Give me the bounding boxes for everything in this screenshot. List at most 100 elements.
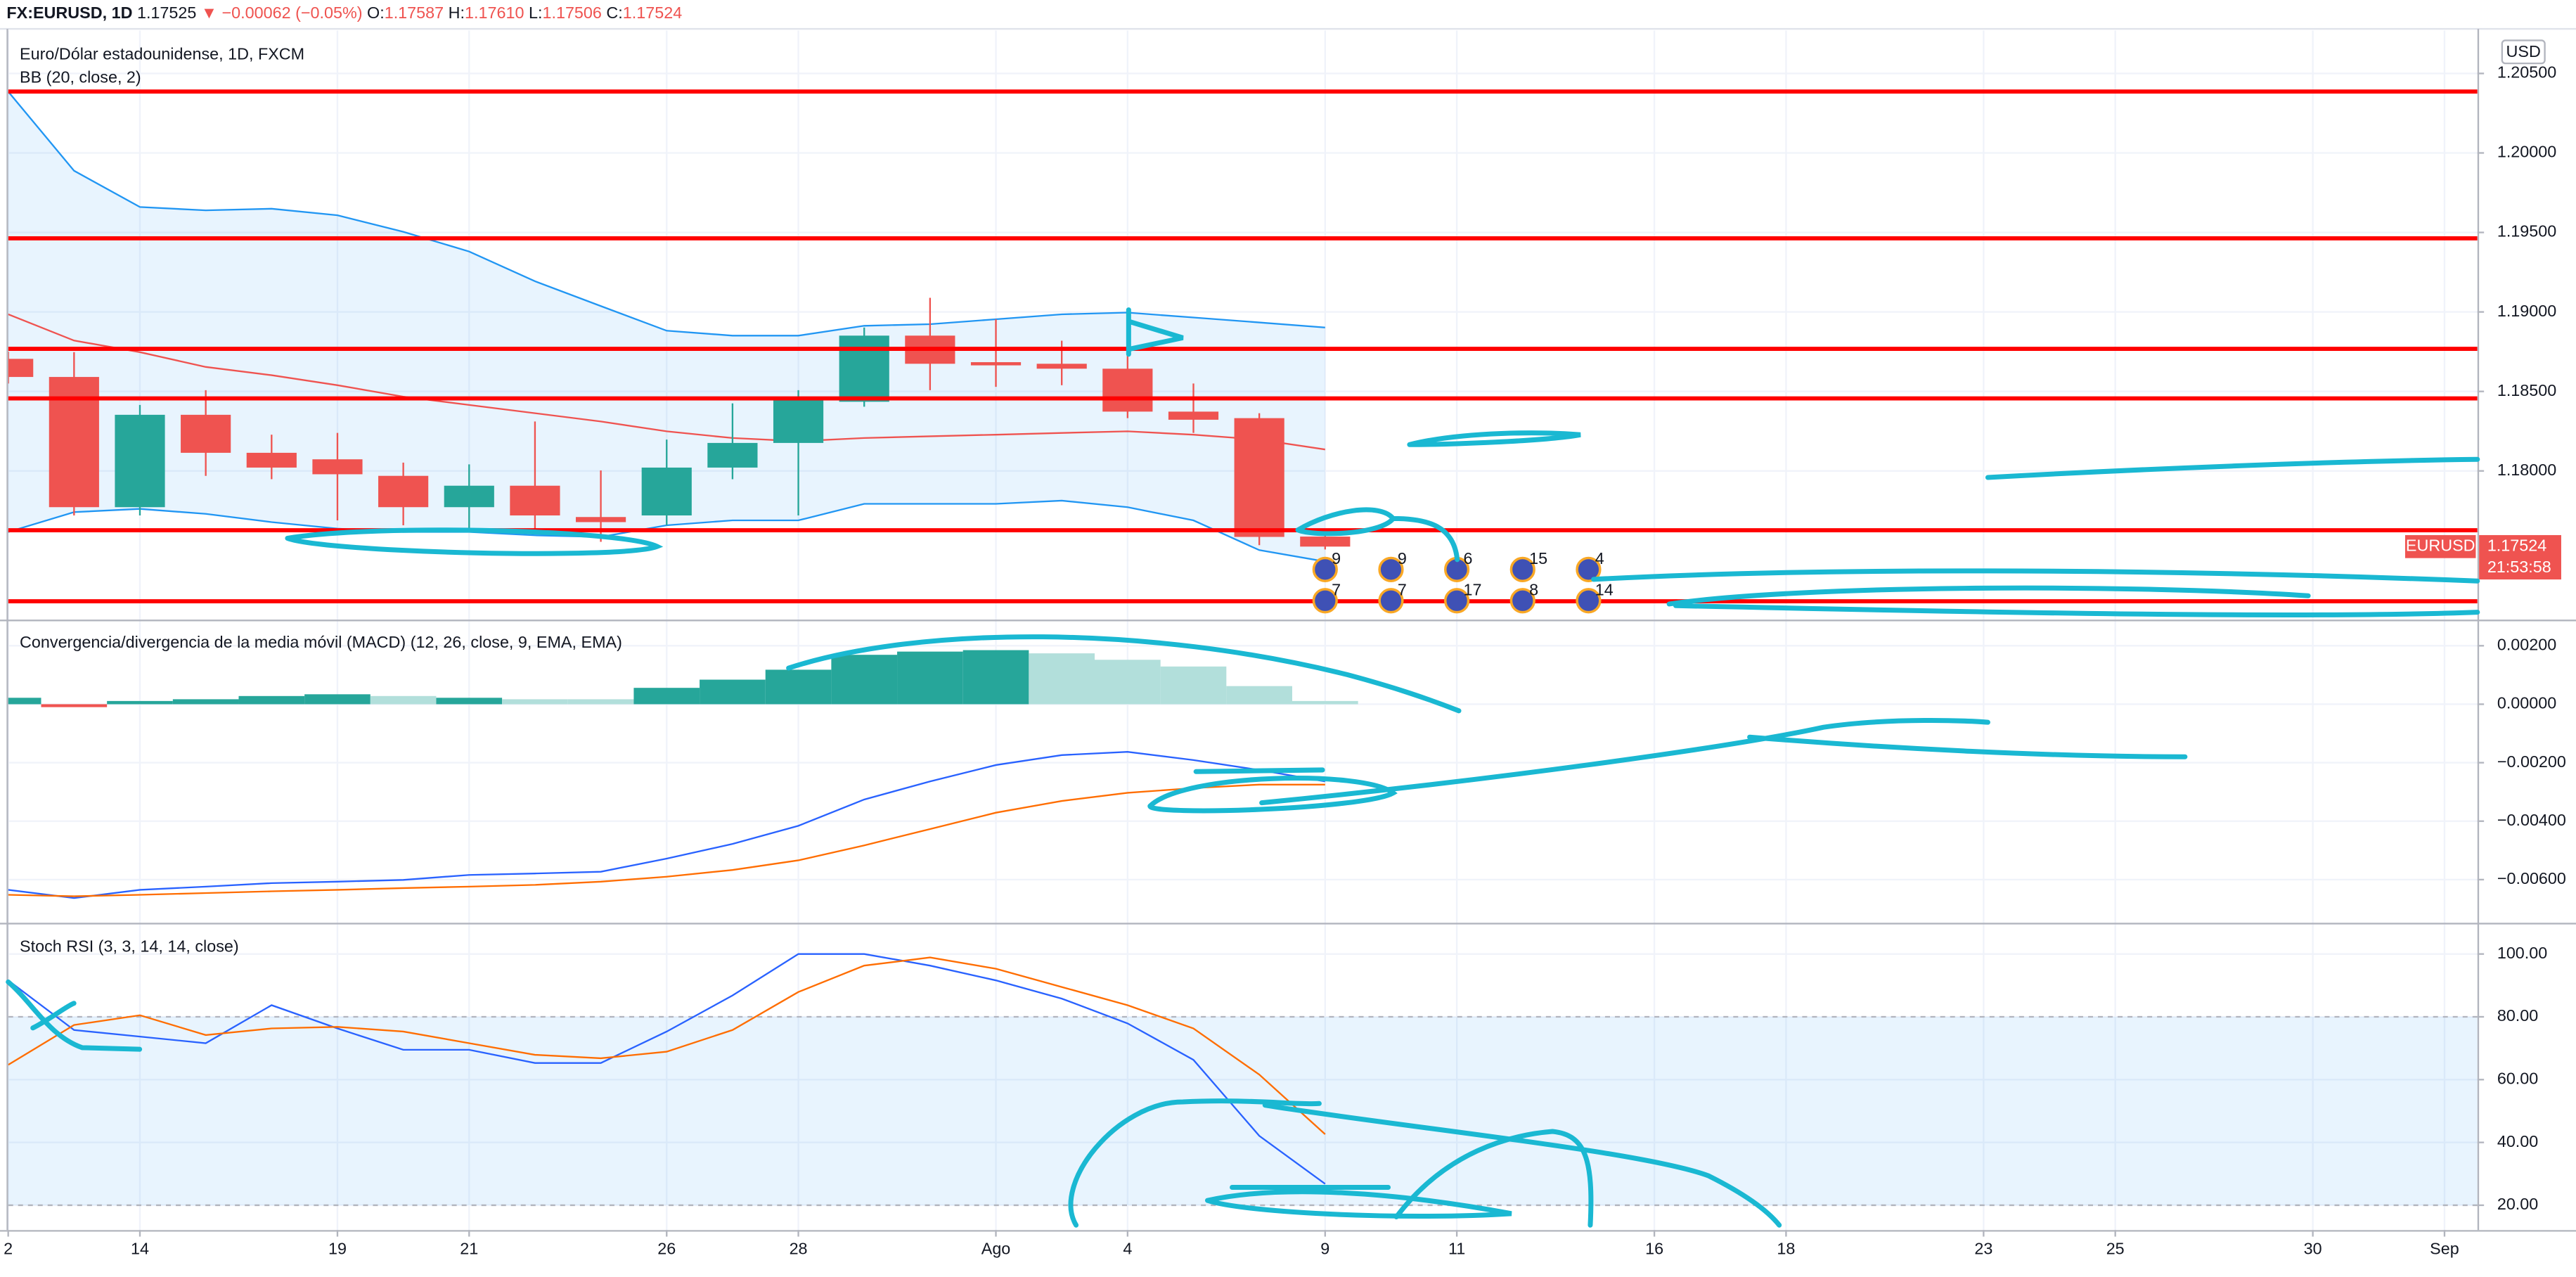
c-label: C: xyxy=(606,4,622,22)
price-label: 1.17524 xyxy=(2487,536,2546,554)
drawing xyxy=(1126,307,1184,357)
symbol: FX:EURUSD, 1D xyxy=(6,4,132,22)
band-upper xyxy=(8,91,1325,337)
event-count: 7 xyxy=(1398,580,1407,598)
price-pane: 9 7 9 7 6 17 15 8 4 14 xyxy=(8,89,2478,614)
y-tick-label: 80.00 xyxy=(2497,1006,2538,1025)
x-tick-label: 4 xyxy=(1123,1239,1132,1257)
y-tick-label: −0.00200 xyxy=(2497,752,2566,771)
x-tick-label: 25 xyxy=(2106,1239,2125,1257)
y-tick-label: 0.00000 xyxy=(2497,694,2556,712)
y-tick-label: 0.00200 xyxy=(2497,635,2556,653)
candle-body xyxy=(970,362,1022,366)
drawing xyxy=(1204,1184,1512,1219)
candle-body xyxy=(444,485,494,508)
stoch-line xyxy=(8,953,1326,1185)
candle-body xyxy=(312,459,363,475)
x-tick-label: 11 xyxy=(1448,1239,1465,1257)
y-tick-label: 1.20500 xyxy=(2497,63,2556,82)
candle-body xyxy=(1168,411,1219,420)
y-tick-label: −0.00600 xyxy=(2497,869,2566,887)
macd-line xyxy=(8,783,1325,897)
countdown: 21:53:58 xyxy=(2487,558,2551,576)
candle-body xyxy=(510,485,560,515)
y-tick-label: 20.00 xyxy=(2497,1195,2538,1213)
indicator-title: BB (20, close, 2) xyxy=(20,68,141,86)
event-icon xyxy=(1312,588,1338,614)
currency: USD xyxy=(2506,42,2541,60)
band-lower xyxy=(8,499,1326,563)
price-label-box xyxy=(2479,534,2561,580)
o-value: 1.17587 xyxy=(385,4,444,22)
marks: 9 7 9 7 6 17 15 8 4 14 xyxy=(8,89,2478,1207)
event-icon xyxy=(1576,556,1602,582)
candle-body xyxy=(1102,368,1153,412)
histogram-bar xyxy=(436,698,503,705)
candle-body xyxy=(246,452,297,468)
x-tick-label: Ago xyxy=(981,1239,1011,1257)
x-tick-label: 30 xyxy=(2304,1239,2322,1257)
y-tick-label: 1.18000 xyxy=(2497,461,2556,479)
candle-body xyxy=(839,335,889,402)
event-icon xyxy=(1378,588,1404,614)
candle-body xyxy=(707,442,758,468)
histogram-bar xyxy=(700,679,766,705)
macd-line xyxy=(8,751,1326,899)
x-tick-label: 19 xyxy=(328,1239,347,1257)
candle-body xyxy=(378,475,429,508)
x-tick-label: 16 xyxy=(1645,1239,1663,1257)
histogram-bar xyxy=(765,669,832,705)
x-tick-label: 28 xyxy=(790,1239,808,1257)
candle-body xyxy=(1300,537,1351,547)
drawing xyxy=(1985,456,2480,480)
drawing xyxy=(1147,767,1398,814)
candle-body xyxy=(773,398,824,443)
histogram-bar xyxy=(567,699,634,705)
drawings xyxy=(6,307,2480,1228)
drawing xyxy=(1262,1103,1782,1228)
histogram-bar xyxy=(370,695,437,705)
histogram-bar xyxy=(238,695,305,705)
drawing xyxy=(6,979,143,1052)
x-tick-label: 14 xyxy=(131,1239,149,1257)
x-tick-label: 23 xyxy=(1974,1239,1992,1257)
x-tick-label: 26 xyxy=(657,1239,676,1257)
band-middle xyxy=(8,313,1325,451)
x-tick-label: 18 xyxy=(1777,1239,1795,1257)
h-label: H: xyxy=(449,4,465,22)
drawing xyxy=(1393,1129,1594,1228)
drawing xyxy=(786,634,1462,714)
candle-body xyxy=(641,467,692,515)
y-tick-label: −0.00400 xyxy=(2497,811,2566,829)
candle-body xyxy=(1036,364,1087,369)
event-count: 6 xyxy=(1463,549,1472,567)
y-tick-label: 1.19000 xyxy=(2497,302,2556,320)
histogram-bar xyxy=(107,700,173,705)
candle-body xyxy=(8,359,34,378)
event-icon xyxy=(1312,556,1338,582)
symbol-label: EURUSD xyxy=(2406,536,2475,554)
event-count: 9 xyxy=(1332,549,1341,567)
histogram-bar xyxy=(1226,686,1292,705)
histogram-bar xyxy=(1095,660,1161,705)
x-tick-label: 2 xyxy=(4,1239,13,1257)
h-value: 1.17610 xyxy=(465,4,524,22)
event-count: 15 xyxy=(1529,549,1547,567)
drawing xyxy=(1259,718,1990,806)
histogram-bar xyxy=(8,698,41,705)
y-tick-label: 100.00 xyxy=(2497,944,2547,962)
band-fill xyxy=(8,1016,2478,1205)
y-tick-label: 40.00 xyxy=(2497,1132,2538,1150)
header: FX:EURUSD, 1D 1.17525 ▼ −0.00062 (−0.05%… xyxy=(6,4,682,22)
change: ▼ −0.00062 (−0.05%) xyxy=(201,4,363,22)
histogram-bar xyxy=(831,655,898,705)
histogram-bar xyxy=(304,694,371,705)
event-count: 9 xyxy=(1398,549,1407,567)
event-icon xyxy=(1509,588,1535,614)
histogram-bar xyxy=(41,704,108,707)
y-tick-label: 1.18500 xyxy=(2497,381,2556,399)
event-icon xyxy=(1378,556,1404,582)
histogram-bar xyxy=(1160,666,1227,705)
